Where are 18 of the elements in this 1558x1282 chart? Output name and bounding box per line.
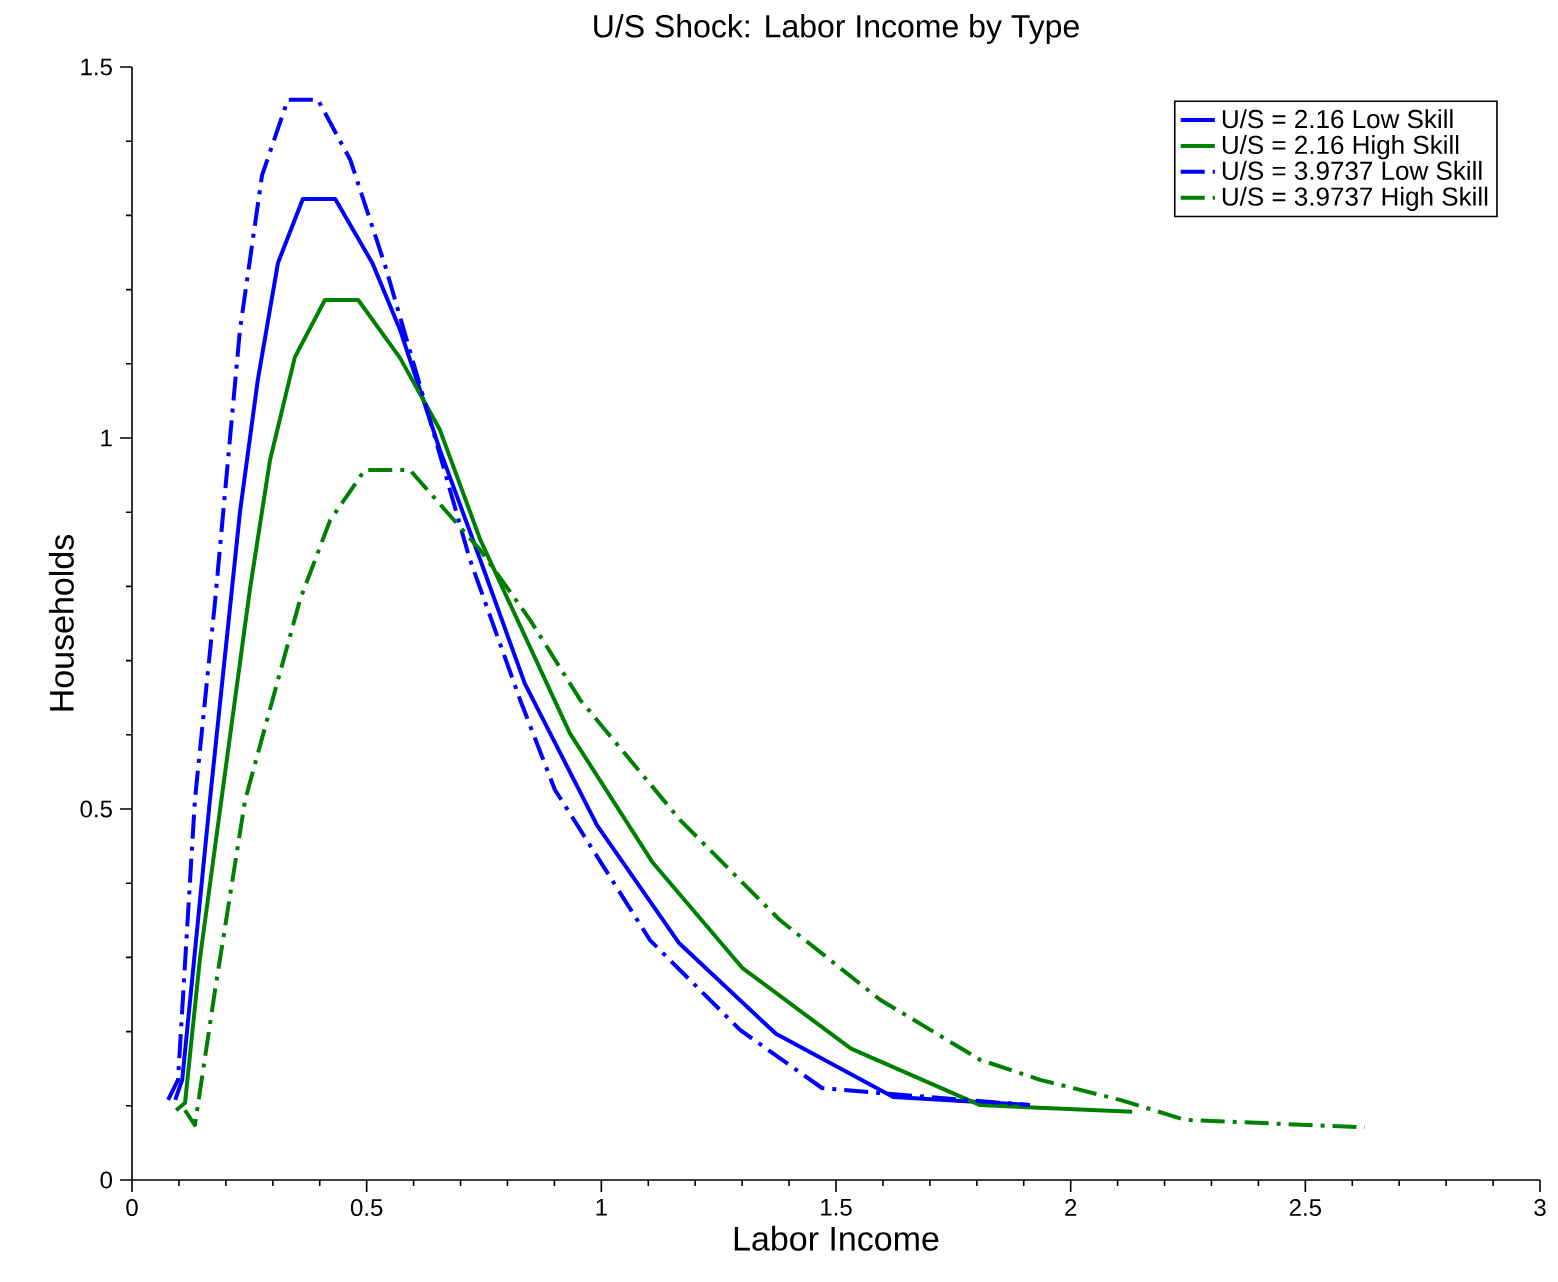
x-tick-label: 0 — [126, 1199, 138, 1217]
legend-label: U/S = 2.16 High Skill — [1222, 135, 1459, 160]
y-tick-label: 0 — [100, 1171, 113, 1189]
y-tick-label: 0.5 — [80, 800, 112, 818]
x-tick-label: 2.5 — [1289, 1199, 1322, 1217]
x-tick-label: 2 — [1065, 1199, 1077, 1216]
legend-label: U/S = 3.9737 High Skill — [1222, 186, 1488, 211]
legend-label: U/S = 2.16 Low Skill — [1222, 109, 1453, 129]
y-tick-label: 1.5 — [81, 58, 112, 76]
x-tick-label: 3 — [1534, 1199, 1546, 1217]
x-tick-label: 0.5 — [350, 1199, 383, 1217]
y-tick-label: 1 — [101, 429, 112, 447]
x-tick-label: 1 — [596, 1199, 607, 1216]
chart-title: U/S Shock: Labor Income by Type — [594, 14, 1079, 44]
x-axis-title: Labor Income — [734, 1225, 939, 1251]
legend-label: U/S = 3.9737 Low Skill — [1222, 160, 1482, 180]
y-axis-title: Households — [48, 534, 74, 711]
x-tick-label: 1.5 — [821, 1199, 852, 1216]
